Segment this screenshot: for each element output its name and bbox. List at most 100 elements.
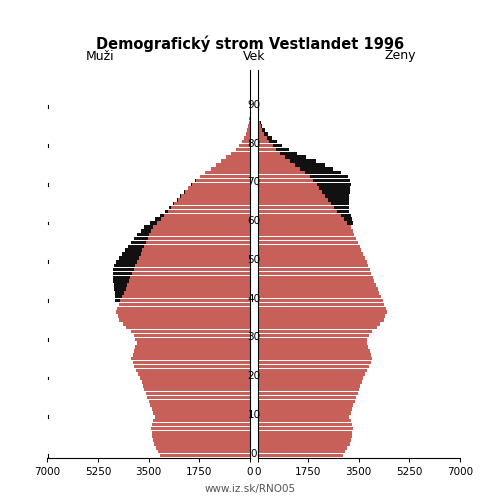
Bar <box>258 186 319 190</box>
Bar <box>258 128 265 132</box>
Bar <box>192 182 250 186</box>
Bar <box>226 156 250 159</box>
Bar <box>206 171 250 174</box>
Bar <box>174 202 250 205</box>
Bar <box>126 287 250 290</box>
Bar <box>258 194 350 198</box>
Bar <box>258 124 261 128</box>
Bar <box>174 202 250 205</box>
Bar <box>258 233 354 236</box>
Bar <box>154 415 250 418</box>
Bar <box>140 252 250 256</box>
Bar <box>113 276 250 279</box>
Bar <box>113 268 250 272</box>
Bar <box>258 384 360 388</box>
Bar <box>258 124 262 128</box>
Bar <box>258 136 272 140</box>
Bar <box>258 376 364 380</box>
Bar <box>188 186 250 190</box>
Text: 80: 80 <box>248 138 260 148</box>
Bar <box>172 206 250 210</box>
Bar <box>258 160 290 163</box>
Bar <box>181 194 250 198</box>
Bar <box>258 190 322 194</box>
Bar <box>124 291 250 294</box>
Bar <box>114 280 250 283</box>
Bar <box>258 186 319 190</box>
Bar <box>134 268 250 272</box>
Bar <box>127 284 250 287</box>
Bar <box>258 178 314 182</box>
Bar <box>118 314 250 318</box>
Bar <box>258 132 264 136</box>
Text: 20: 20 <box>248 371 260 381</box>
Bar <box>258 120 260 124</box>
Bar <box>258 171 342 174</box>
Bar <box>120 299 250 302</box>
Bar <box>164 214 250 217</box>
Bar <box>113 272 250 275</box>
Bar <box>196 178 250 182</box>
Bar <box>258 248 362 252</box>
Bar <box>146 392 250 396</box>
Bar <box>258 306 386 310</box>
Bar <box>258 276 373 279</box>
Bar <box>258 194 325 198</box>
Bar <box>136 264 250 268</box>
Bar <box>258 175 310 178</box>
Bar <box>258 268 370 272</box>
Bar <box>258 299 383 302</box>
Bar <box>200 175 250 178</box>
Bar <box>142 248 250 252</box>
Bar <box>258 392 358 396</box>
Bar <box>160 214 250 217</box>
Text: 10: 10 <box>248 410 260 420</box>
Bar <box>258 120 260 124</box>
Bar <box>258 438 351 442</box>
Bar <box>134 349 250 352</box>
Bar <box>258 210 350 213</box>
Bar <box>258 426 352 430</box>
Bar <box>258 152 280 155</box>
Bar <box>258 171 305 174</box>
Bar <box>172 206 250 210</box>
Bar <box>129 280 250 283</box>
Text: 30: 30 <box>248 332 260 342</box>
Bar <box>258 454 343 458</box>
Bar <box>258 198 328 202</box>
Bar <box>258 446 348 450</box>
Bar <box>206 171 250 174</box>
Bar <box>184 190 250 194</box>
Bar <box>148 237 250 240</box>
Bar <box>246 132 250 136</box>
Bar <box>216 163 250 166</box>
Bar <box>152 438 250 442</box>
Bar <box>248 128 250 132</box>
Bar <box>258 415 350 418</box>
Bar <box>153 225 250 228</box>
Bar <box>258 156 306 159</box>
Bar <box>143 384 250 388</box>
Bar <box>258 322 380 326</box>
Bar <box>221 160 250 163</box>
Bar <box>242 140 250 143</box>
Bar <box>258 120 260 124</box>
Text: 0: 0 <box>251 448 257 458</box>
Bar <box>169 206 250 210</box>
Bar <box>136 342 250 345</box>
Bar <box>136 338 250 341</box>
Bar <box>258 338 368 341</box>
Bar <box>151 426 250 430</box>
Bar <box>120 299 250 302</box>
Bar <box>258 190 322 194</box>
Bar <box>258 218 344 221</box>
Bar <box>156 446 250 450</box>
Bar <box>122 295 250 298</box>
Bar <box>160 454 250 458</box>
Bar <box>258 450 346 454</box>
Bar <box>132 272 250 275</box>
Bar <box>188 186 250 190</box>
Bar <box>258 388 359 392</box>
Bar <box>122 252 250 256</box>
Bar <box>134 237 250 240</box>
